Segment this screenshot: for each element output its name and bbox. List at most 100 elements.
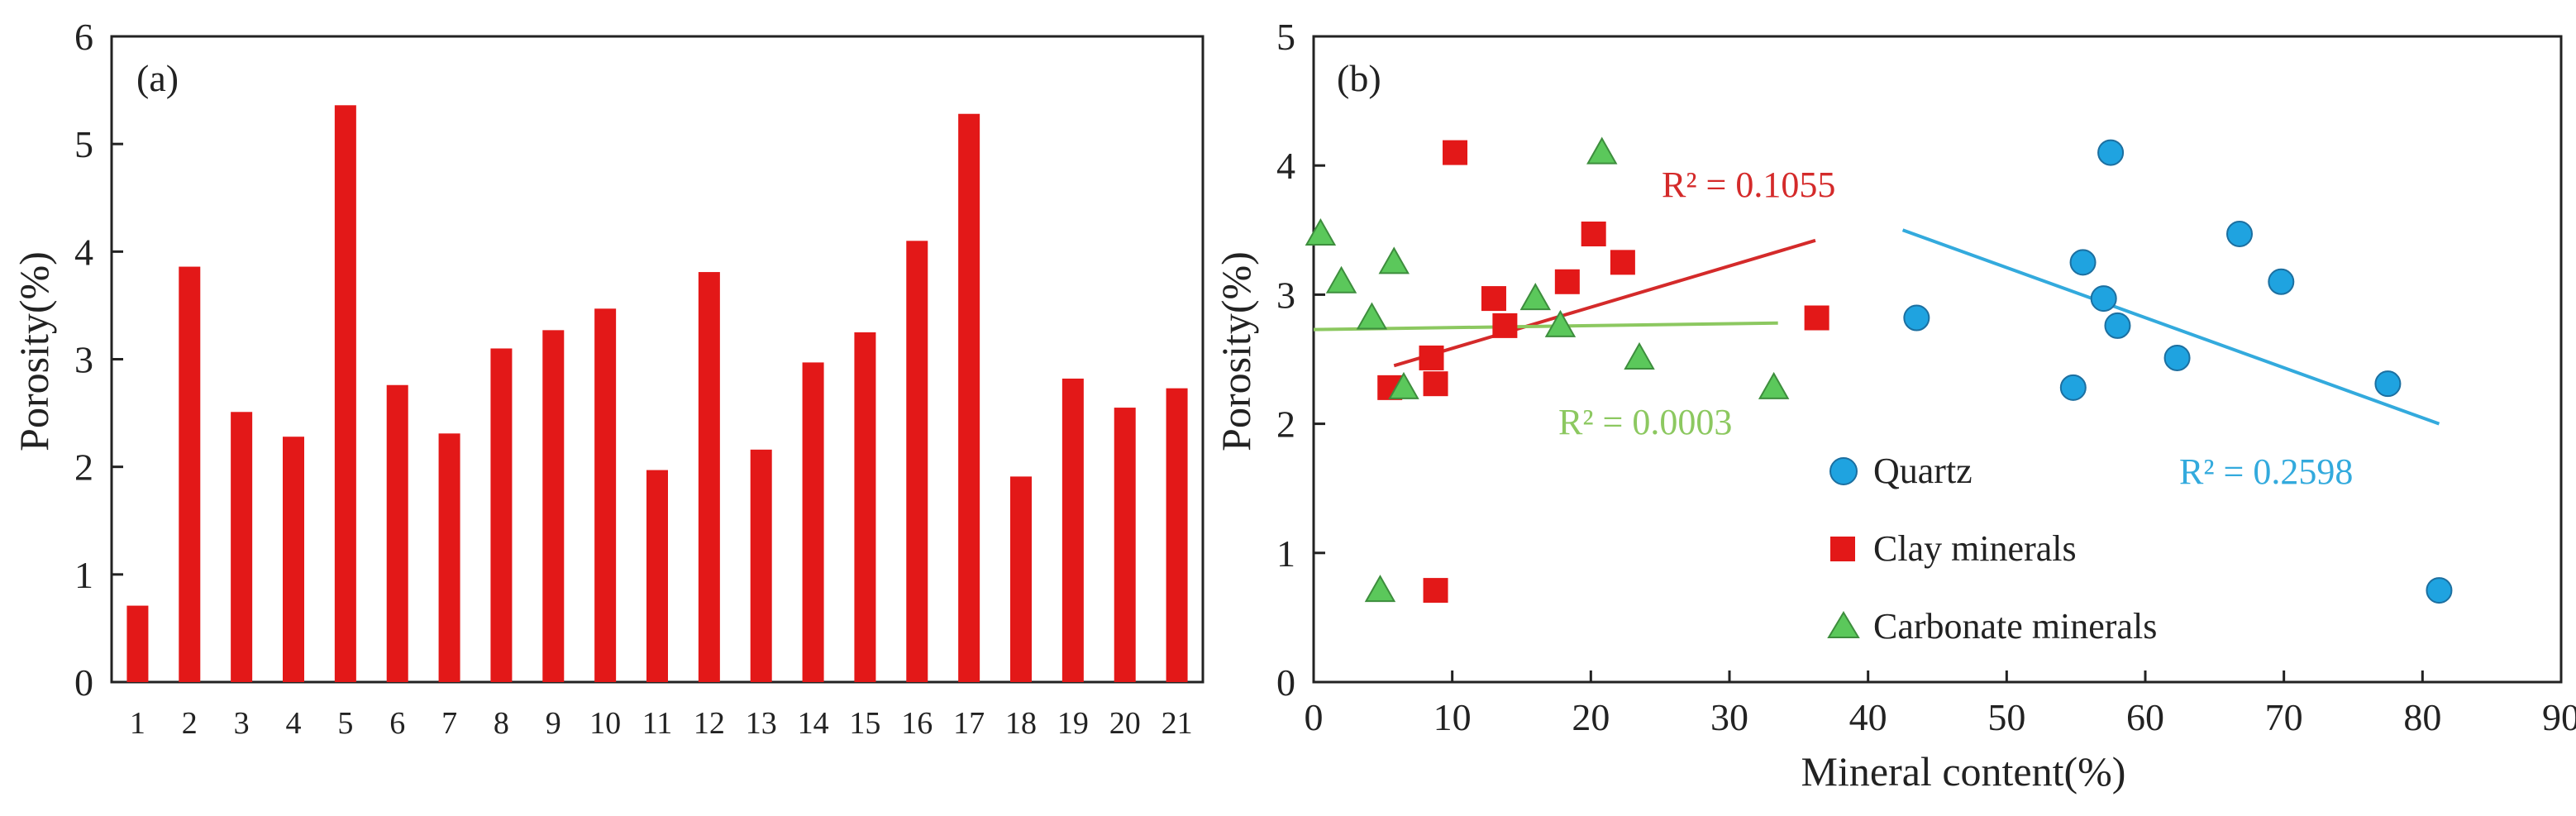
a-y-tick-labels: 0 1 2 3 4 5 6 xyxy=(74,16,93,704)
legend-label-quartz: Quartz xyxy=(1873,451,1973,491)
a-x-tick-label: 11 xyxy=(642,706,673,741)
b-y-tick-label: 1 xyxy=(1276,532,1295,575)
bar-19 xyxy=(1061,378,1084,682)
b-x-axis-label: Mineral content(%) xyxy=(1801,748,2126,795)
r2-label-carbonate: R² = 0.0003 xyxy=(1558,402,1732,442)
point-square xyxy=(1419,345,1444,370)
point-square xyxy=(1554,269,1580,294)
legend-item-quartz: Quartz xyxy=(1829,451,1973,491)
bar-4 xyxy=(283,437,304,682)
point-circle xyxy=(2059,374,2087,401)
a-x-tick-label: 12 xyxy=(694,706,725,741)
bar-1 xyxy=(126,605,149,682)
a-x-tick-label: 6 xyxy=(389,706,405,741)
bar-10 xyxy=(594,308,617,682)
panel-b-scatter-chart: 0 1 2 3 4 5 0 10 20 30 40 50 60 70 80 90 (b) Porosity(… xyxy=(1213,16,2576,795)
legend-item-carbonate: Carbonate minerals xyxy=(1827,606,2157,647)
b-x-tick-label: 20 xyxy=(1572,696,1610,738)
point-square xyxy=(1610,250,1635,275)
point-square xyxy=(1443,140,1468,165)
bar-9 xyxy=(542,330,565,682)
trendline-2 xyxy=(1313,321,1778,332)
trendline-0 xyxy=(1901,228,2440,426)
b-x-tick-label: 10 xyxy=(1433,696,1472,738)
a-x-tick-label: 1 xyxy=(130,706,145,741)
b-y-tick-labels: 0 1 2 3 4 5 xyxy=(1276,16,1295,704)
legend-marker-quartz xyxy=(1829,457,1858,485)
legend: Quartz Clay minerals Carbonate minerals xyxy=(1827,451,2157,647)
bar-17 xyxy=(958,113,980,683)
bar-5 xyxy=(334,105,356,683)
a-x-tick-label: 13 xyxy=(746,706,777,741)
point-triangle xyxy=(1519,283,1551,311)
a-x-tick-label: 3 xyxy=(234,706,250,741)
a-x-tick-label: 14 xyxy=(798,706,829,741)
point-square xyxy=(1423,371,1448,397)
legend-marker-carbonate xyxy=(1827,611,1860,638)
b-y-tick-label: 0 xyxy=(1276,661,1295,704)
point-circle xyxy=(2090,285,2117,313)
a-x-tick-label: 2 xyxy=(182,706,198,741)
bar-14 xyxy=(802,362,824,682)
point-circle xyxy=(2268,268,2295,295)
b-x-tick-label: 60 xyxy=(2126,696,2164,738)
a-y-tick-label: 2 xyxy=(74,446,93,489)
point-triangle xyxy=(1388,371,1419,399)
a-bars xyxy=(126,105,1188,683)
point-triangle xyxy=(1544,309,1577,337)
bar-2 xyxy=(179,266,201,682)
point-circle xyxy=(1903,304,1930,332)
b-x-tick-label: 40 xyxy=(1849,696,1887,738)
bar-21 xyxy=(1166,388,1188,682)
a-x-tick-label: 9 xyxy=(546,706,561,741)
b-x-tick-label: 90 xyxy=(2542,696,2576,738)
a-panel-label: (a) xyxy=(136,57,179,99)
b-points xyxy=(1305,136,2453,604)
point-triangle xyxy=(1758,371,1790,399)
b-x-tick-label: 0 xyxy=(1305,696,1324,738)
b-x-tick-label: 70 xyxy=(2265,696,2303,738)
b-x-tick-label: 50 xyxy=(1987,696,2025,738)
point-square xyxy=(1481,286,1506,312)
bar-20 xyxy=(1114,408,1136,682)
point-triangle xyxy=(1356,302,1388,330)
b-trendlines xyxy=(1313,228,2440,426)
a-y-tick-label: 6 xyxy=(74,16,93,58)
point-square xyxy=(1581,221,1606,246)
point-triangle xyxy=(1305,217,1337,246)
point-circle xyxy=(2426,577,2453,604)
r2-label-clay: R² = 0.1055 xyxy=(1662,165,1835,205)
bar-12 xyxy=(698,272,720,682)
point-circle xyxy=(2374,370,2402,398)
a-x-tick-label: 10 xyxy=(589,706,621,741)
a-x-tick-labels: 1 2 3 4 5 6 7 8 9 10 11 12 13 14 15 16 17 18 19 20 21 xyxy=(130,706,1193,741)
b-y-tick-label: 3 xyxy=(1276,274,1295,316)
point-square xyxy=(1804,305,1829,331)
b-y-tick-label: 5 xyxy=(1276,16,1295,58)
b-plot-frame xyxy=(1312,35,2563,684)
a-y-tick-label: 4 xyxy=(74,231,93,273)
bar-3 xyxy=(231,412,253,682)
bar-11 xyxy=(646,470,668,682)
point-square xyxy=(1423,578,1448,604)
b-y-axis-label: Porosity(%) xyxy=(1213,251,1259,451)
a-x-tick-label: 17 xyxy=(953,706,985,741)
a-x-tick-label: 19 xyxy=(1057,706,1089,741)
point-triangle xyxy=(1378,246,1410,274)
a-x-tick-label: 4 xyxy=(286,706,302,741)
bar-6 xyxy=(386,384,408,682)
point-triangle xyxy=(1325,265,1357,293)
legend-item-clay: Clay minerals xyxy=(1830,528,2077,569)
point-circle xyxy=(2163,344,2191,371)
a-y-tick-label: 5 xyxy=(74,123,93,165)
bar-15 xyxy=(854,332,876,682)
legend-marker-clay xyxy=(1830,537,1855,561)
a-x-tick-label: 7 xyxy=(441,706,457,741)
point-circle xyxy=(2069,249,2097,276)
b-panel-label: (b) xyxy=(1337,57,1381,99)
r2-label-quartz: R² = 0.2598 xyxy=(2179,451,2353,492)
b-x-tick-label: 30 xyxy=(1710,696,1748,738)
a-y-tick-label: 3 xyxy=(74,339,93,381)
point-triangle xyxy=(1586,136,1618,165)
